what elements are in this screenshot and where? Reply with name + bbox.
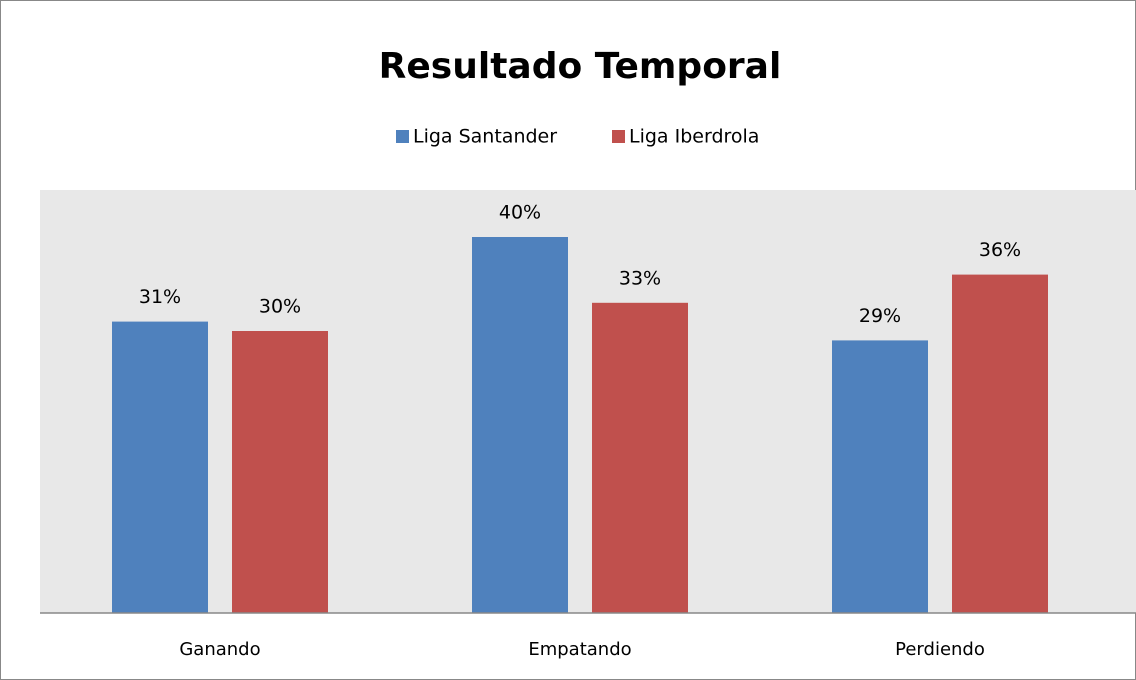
legend-label: Liga Iberdrola [629, 126, 759, 148]
data-label: 29% [859, 305, 901, 327]
x-tick-label: Ganando [179, 639, 260, 660]
x-tick-label: Empatando [528, 639, 631, 660]
bar [232, 331, 328, 613]
data-label: 31% [139, 286, 181, 308]
legend-swatch [396, 130, 409, 143]
legend-label: Liga Santander [413, 126, 557, 148]
data-label: 36% [979, 239, 1021, 261]
x-tick-label: Perdiendo [895, 639, 985, 660]
data-label: 33% [619, 267, 661, 289]
legend-swatch [612, 130, 625, 143]
chart-title: Resultado Temporal [379, 46, 782, 87]
data-label: 40% [499, 202, 541, 224]
bar [472, 237, 568, 613]
bar [592, 302, 688, 613]
bar [112, 321, 208, 613]
data-label: 30% [259, 296, 301, 318]
bar [952, 274, 1048, 613]
bar [832, 340, 928, 613]
